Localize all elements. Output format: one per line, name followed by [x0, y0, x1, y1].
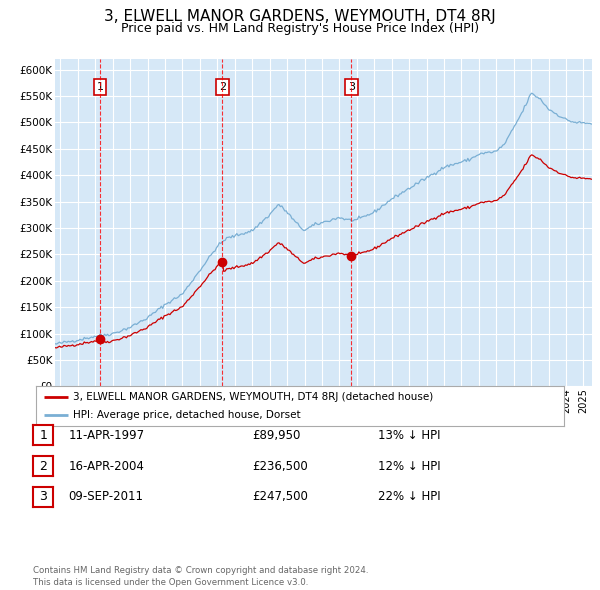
Text: 3, ELWELL MANOR GARDENS, WEYMOUTH, DT4 8RJ: 3, ELWELL MANOR GARDENS, WEYMOUTH, DT4 8… — [104, 9, 496, 24]
Text: 11-APR-1997: 11-APR-1997 — [68, 429, 145, 442]
Text: 3: 3 — [348, 82, 355, 92]
Text: £236,500: £236,500 — [252, 460, 308, 473]
Text: 22% ↓ HPI: 22% ↓ HPI — [378, 490, 440, 503]
Text: 09-SEP-2011: 09-SEP-2011 — [68, 490, 143, 503]
Text: 1: 1 — [97, 82, 104, 92]
Text: 3: 3 — [39, 490, 47, 503]
Text: Contains HM Land Registry data © Crown copyright and database right 2024.
This d: Contains HM Land Registry data © Crown c… — [33, 566, 368, 587]
Text: 1: 1 — [39, 429, 47, 442]
Text: Price paid vs. HM Land Registry's House Price Index (HPI): Price paid vs. HM Land Registry's House … — [121, 22, 479, 35]
Text: 13% ↓ HPI: 13% ↓ HPI — [378, 429, 440, 442]
Text: 12% ↓ HPI: 12% ↓ HPI — [378, 460, 440, 473]
Text: £247,500: £247,500 — [252, 490, 308, 503]
Text: 16-APR-2004: 16-APR-2004 — [68, 460, 144, 473]
Text: £89,950: £89,950 — [252, 429, 301, 442]
Text: HPI: Average price, detached house, Dorset: HPI: Average price, detached house, Dors… — [73, 410, 301, 420]
Text: 2: 2 — [219, 82, 226, 92]
Text: 3, ELWELL MANOR GARDENS, WEYMOUTH, DT4 8RJ (detached house): 3, ELWELL MANOR GARDENS, WEYMOUTH, DT4 8… — [73, 392, 433, 402]
Text: 2: 2 — [39, 460, 47, 473]
